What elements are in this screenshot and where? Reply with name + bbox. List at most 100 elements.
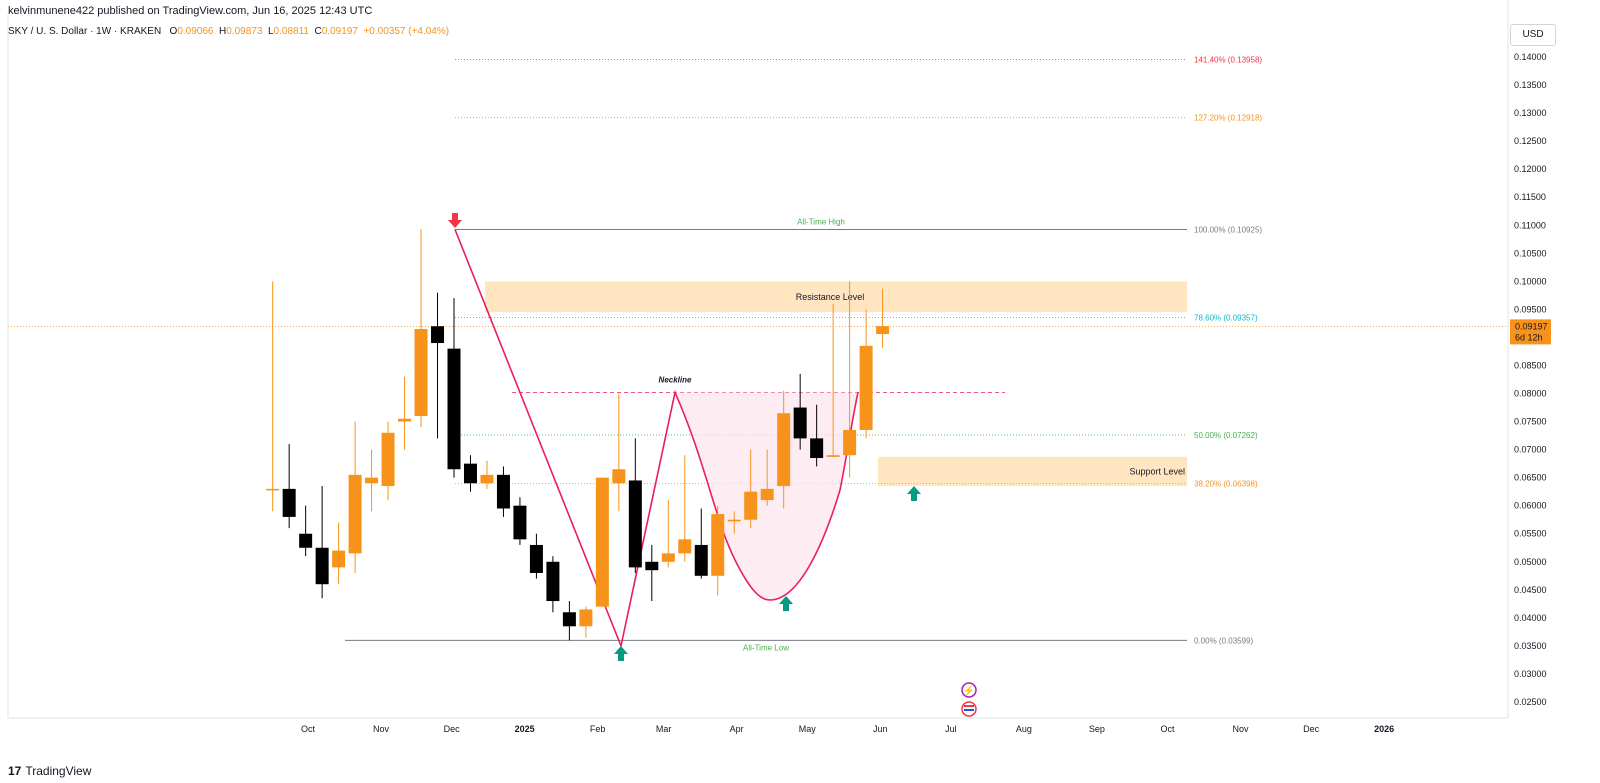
- tradingview-logo-icon: 17: [8, 764, 22, 778]
- lightning-glyph: ⚡: [963, 684, 975, 697]
- neckline-label: Neckline: [659, 375, 692, 384]
- time-tick-label: Aug: [1016, 724, 1032, 734]
- candle-body: [744, 491, 758, 520]
- pattern-line: [454, 229, 859, 649]
- price-tick-label: 0.03500: [1514, 641, 1547, 651]
- candle-body: [398, 418, 412, 422]
- candles-layer: [266, 229, 890, 641]
- open-value: 0.09066: [177, 26, 214, 37]
- time-tick-label: 2025: [515, 724, 535, 734]
- fib-label: 100.00% (0.10925): [1194, 225, 1262, 234]
- candle-body: [546, 561, 560, 602]
- current-price-value: 0.09197: [1515, 321, 1548, 331]
- candle-body: [645, 561, 659, 571]
- all-time-high-label: All-Time High: [797, 217, 845, 226]
- candle-body: [793, 407, 807, 439]
- time-tick-label: 2026: [1374, 724, 1394, 734]
- time-tick-label: Nov: [1233, 724, 1250, 734]
- candle-body: [843, 429, 857, 456]
- change-value: +0.00357 (+4.04%): [363, 26, 450, 37]
- symbol-name[interactable]: SKY / U. S. Dollar · 1W · KRAKEN: [8, 26, 162, 37]
- candle-body: [711, 514, 725, 576]
- resistance-label: Resistance Level: [796, 292, 865, 302]
- price-tick-label: 0.13500: [1514, 80, 1547, 90]
- sell-arrow-icon: [448, 213, 462, 228]
- fib-layer: 141.40% (0.13958) 127.20% (0.12918) 100.00…: [8, 55, 1508, 652]
- zones-layer: Resistance Level Support Level: [485, 281, 1187, 487]
- candle-body: [661, 553, 675, 562]
- current-price-countdown: 6d 12h: [1515, 332, 1543, 342]
- time-tick-label: Feb: [590, 724, 606, 734]
- time-tick-label: Sep: [1089, 724, 1105, 734]
- time-tick-label: Dec: [444, 724, 461, 734]
- resistance-zone: [485, 281, 1187, 313]
- candle-body: [299, 533, 313, 548]
- candle-body: [876, 326, 890, 335]
- price-tick-label: 0.14000: [1514, 52, 1547, 62]
- time-tick-label: Nov: [373, 724, 390, 734]
- tradingview-logo[interactable]: 17 TradingView: [8, 764, 91, 778]
- price-tick-label: 0.06000: [1514, 501, 1547, 511]
- candle-body: [678, 539, 692, 554]
- candle-body: [447, 348, 461, 470]
- fib-label: 50.00% (0.07262): [1194, 431, 1258, 440]
- price-tick-label: 0.11000: [1514, 220, 1546, 230]
- candle-body: [810, 438, 824, 459]
- price-tick-label: 0.02500: [1514, 697, 1547, 707]
- candle-body: [628, 480, 642, 568]
- price-tick-label: 0.08500: [1514, 360, 1547, 370]
- candle-body: [414, 329, 428, 416]
- price-tick-label: 0.04000: [1514, 613, 1547, 623]
- price-tick-label: 0.04500: [1514, 585, 1547, 595]
- us-flag-stripe: [964, 705, 974, 707]
- us-flag-stripe: [964, 709, 974, 711]
- price-tick-label: 0.05000: [1514, 557, 1547, 567]
- time-axis[interactable]: Oct Nov Dec 2025 Feb Mar Apr May Jun Jul Aug Sep Oct…: [7, 14, 1508, 734]
- candle-body: [562, 612, 576, 627]
- candle-body: [859, 345, 873, 430]
- time-tick-label: Mar: [656, 724, 672, 734]
- support-label: Support Level: [1129, 466, 1185, 476]
- support-zone: [878, 456, 1187, 487]
- price-tick-label: 0.06500: [1514, 473, 1547, 483]
- candle-body: [480, 474, 494, 484]
- price-axis[interactable]: 0.14000 0.13500 0.13000 0.12500 0.12000 0.115…: [1507, 0, 1551, 718]
- time-tick-label: Oct: [1161, 724, 1176, 734]
- price-tick-label: 0.09500: [1514, 304, 1547, 314]
- low-label: L: [267, 26, 274, 37]
- price-tick-label: 0.03000: [1514, 669, 1547, 679]
- candle-body: [777, 413, 791, 487]
- price-tick-label: 0.10000: [1514, 276, 1547, 286]
- candle-body: [760, 488, 774, 501]
- close-value: 0.09197: [321, 26, 358, 37]
- candle-body: [381, 432, 395, 487]
- price-tick-label: 0.07000: [1514, 445, 1547, 455]
- price-tick-label: 0.08000: [1514, 389, 1547, 399]
- fib-label: 127.20% (0.12918): [1194, 114, 1262, 123]
- fib-label: 141.40% (0.13958): [1194, 55, 1262, 64]
- candle-body: [826, 455, 840, 457]
- candle-body: [496, 474, 510, 509]
- candle-body: [348, 474, 362, 554]
- price-tick-label: 0.05500: [1514, 529, 1547, 539]
- candle-body: [529, 544, 543, 573]
- price-tick-label: 0.11500: [1514, 192, 1546, 202]
- fib-label: 38.20% (0.06398): [1194, 479, 1258, 488]
- candle-body: [332, 550, 346, 568]
- close-label: C: [314, 26, 322, 37]
- time-tick-label: Jun: [873, 724, 888, 734]
- candle-body: [315, 547, 329, 585]
- buy-arrow-icon: [779, 596, 793, 611]
- candle-body: [431, 326, 445, 344]
- currency-button[interactable]: USD: [1510, 24, 1556, 46]
- price-tick-label: 0.07500: [1514, 417, 1547, 427]
- price-tick-label: 0.13000: [1514, 108, 1547, 118]
- fib-label: 78.60% (0.09357): [1194, 313, 1258, 322]
- buy-arrow-icon: [907, 486, 921, 501]
- published-by-text: kelvinmunene422 published on TradingView…: [8, 5, 373, 17]
- time-tick-label: Apr: [730, 724, 744, 734]
- candle-body: [282, 488, 296, 517]
- symbol-ohlc-legend: SKY / U. S. Dollar · 1W · KRAKEN O0.0906…: [8, 26, 449, 37]
